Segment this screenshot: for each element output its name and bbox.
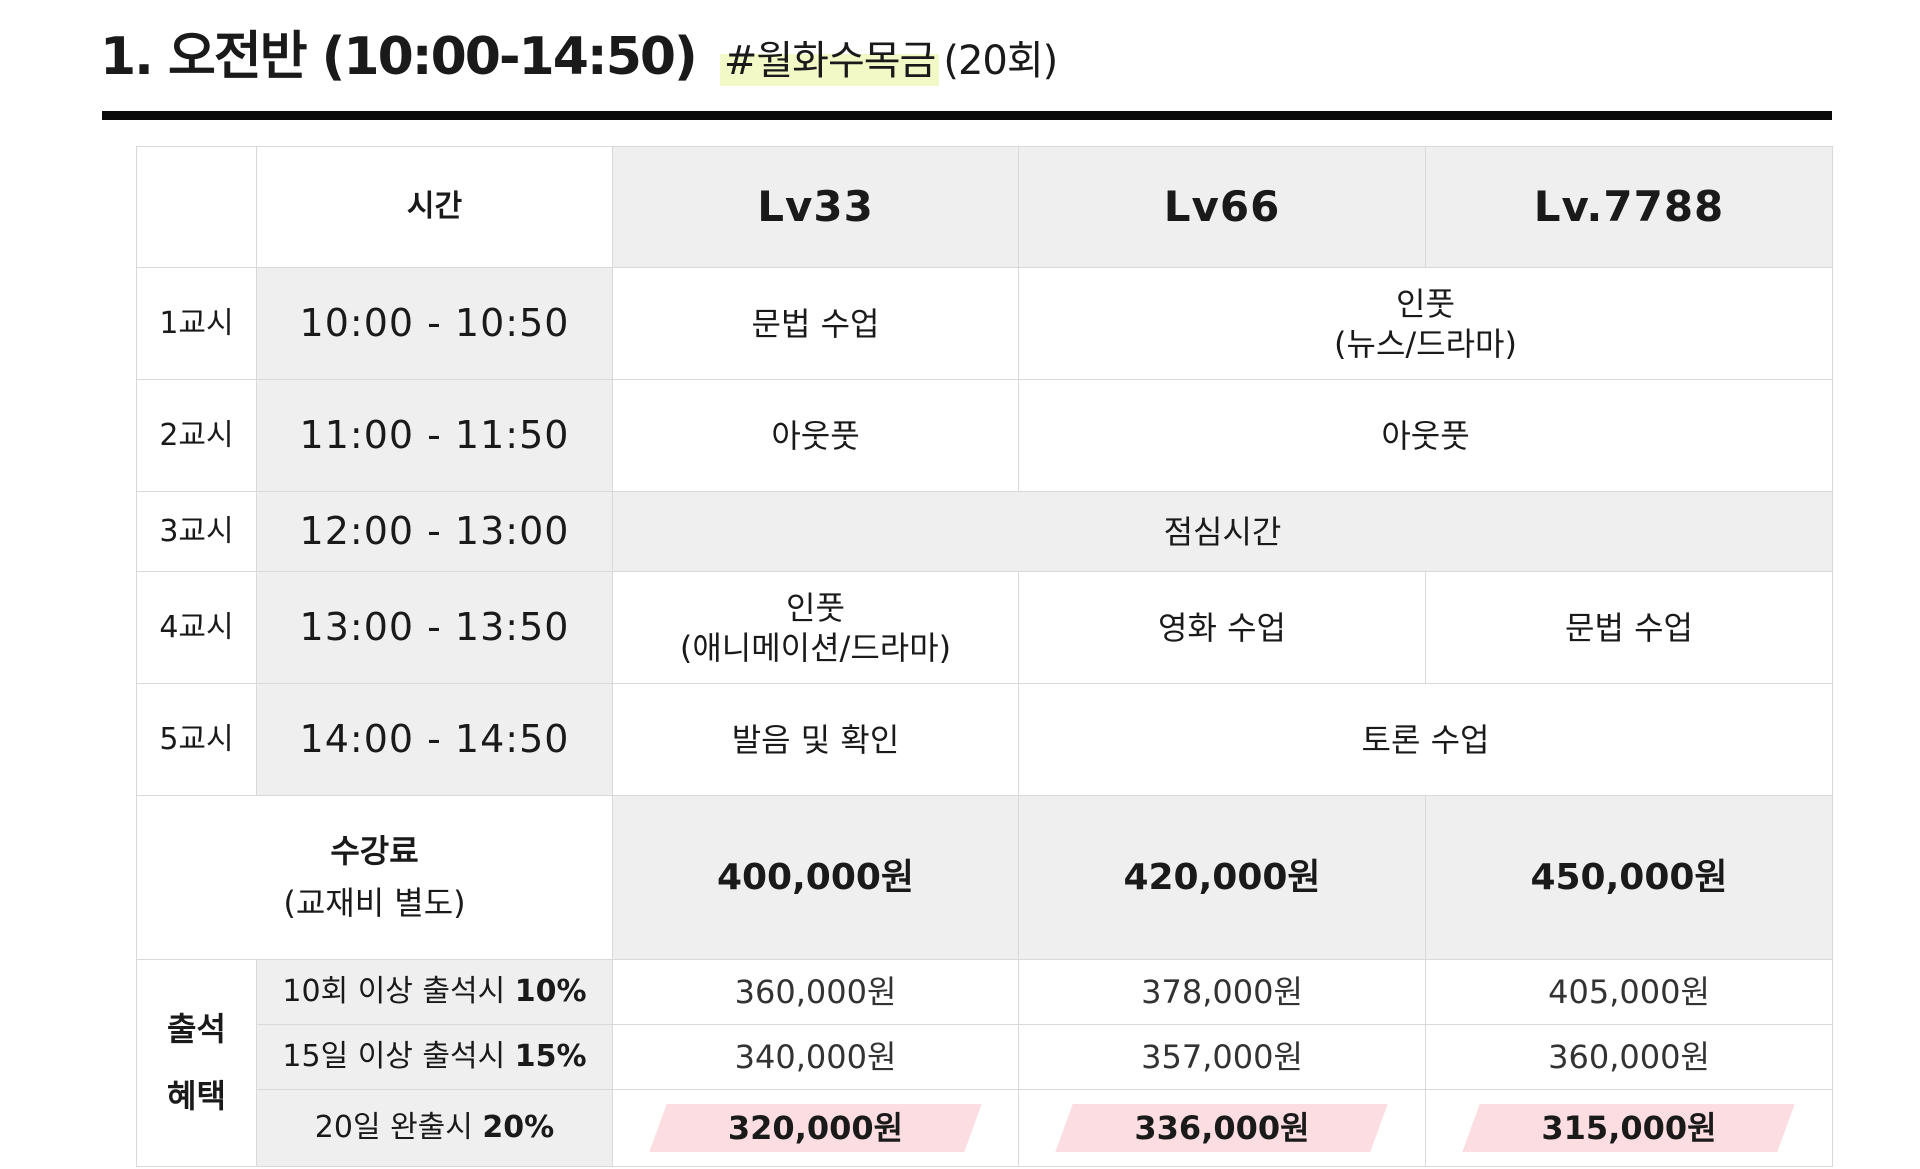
table-header-row: 시간 Lv33 Lv66 Lv.7788 xyxy=(136,146,1833,268)
benefit-label-cell: 출석 혜택 xyxy=(136,959,257,1167)
corner-cell xyxy=(136,146,257,268)
period-label: 4교시 xyxy=(136,571,257,684)
discount-rate: 10% xyxy=(514,974,587,1010)
days-tag: #월화수목금 xyxy=(719,28,940,86)
highlighted-price-text: 315,000원 xyxy=(1541,1109,1717,1147)
page-header: 1. 오전반 (10:00-14:50) #월화수목금 (20회) xyxy=(100,14,1058,89)
level-header-lv33: Lv33 xyxy=(612,146,1019,268)
period-label: 1교시 xyxy=(136,267,257,380)
benefit-condition: 20일 완출시 20% xyxy=(256,1089,613,1167)
title-divider xyxy=(102,111,1832,120)
lunch-cell: 점심시간 xyxy=(612,491,1833,572)
table-row: 3교시 12:00 - 13:00 점심시간 xyxy=(136,491,1833,572)
time-cell: 10:00 - 10:50 xyxy=(256,267,613,380)
level-header-lv7788: Lv.7788 xyxy=(1425,146,1833,268)
benefit-row: 출석 혜택 10회 이상 출석시 10% 360,000원 378,000원 4… xyxy=(136,959,1833,1167)
period-label: 3교시 xyxy=(136,491,257,572)
class-cell: 인풋 (뉴스/드라마) xyxy=(1018,267,1833,380)
class-cell: 인풋 (애니메이션/드라마) xyxy=(612,571,1019,684)
period-label: 2교시 xyxy=(136,379,257,492)
table-row: 2교시 11:00 - 11:50 아웃풋 아웃풋 xyxy=(136,379,1833,492)
period-label: 5교시 xyxy=(136,683,257,796)
fee-value: 400,000원 xyxy=(612,795,1019,960)
benefit-row: 15일 이상 출석시 15% 340,000원 357,000원 360,000… xyxy=(137,1024,1833,1090)
benefit-condition: 10회 이상 출석시 10% xyxy=(256,959,613,1025)
discount-price: 405,000원 xyxy=(1425,959,1833,1025)
class-cell: 발음 및 확인 xyxy=(612,683,1019,796)
fee-value: 450,000원 xyxy=(1425,795,1833,960)
time-column-header: 시간 xyxy=(256,146,613,268)
table-row: 4교시 13:00 - 13:50 인풋 (애니메이션/드라마) 영화 수업 문… xyxy=(136,571,1833,684)
class-cell-line: (뉴스/드라마) xyxy=(1334,324,1517,363)
class-cell: 문법 수업 xyxy=(612,267,1019,380)
class-cell: 아웃풋 xyxy=(1018,379,1833,492)
condition-text: 10회 이상 출석시 xyxy=(282,974,515,1010)
class-cell: 영화 수업 xyxy=(1018,571,1426,684)
fee-value: 420,000원 xyxy=(1018,795,1426,960)
class-cell-line: (애니메이션/드라마) xyxy=(679,628,952,667)
discount-price: 357,000원 xyxy=(1018,1024,1426,1090)
highlighted-price-cell: 336,000원 xyxy=(1018,1089,1426,1167)
highlighted-price-cell: 320,000원 xyxy=(612,1089,1019,1167)
benefit-label-line: 혜택 xyxy=(167,1077,226,1115)
table-row: 1교시 10:00 - 10:50 문법 수업 인풋 (뉴스/드라마) xyxy=(136,267,1833,380)
discount-price: 340,000원 xyxy=(612,1024,1019,1090)
class-cell-line: 인풋 xyxy=(1396,284,1455,323)
fee-row: 수강료 (교재비 별도) 400,000원 420,000원 450,000원 xyxy=(136,795,1833,960)
time-cell: 14:00 - 14:50 xyxy=(256,683,613,796)
highlighted-price: 320,000원 xyxy=(658,1104,973,1152)
discount-rate: 15% xyxy=(514,1039,587,1075)
highlighted-price-cell: 315,000원 xyxy=(1425,1089,1833,1167)
class-cell-line: 인풋 xyxy=(786,588,845,627)
time-cell: 11:00 - 11:50 xyxy=(256,379,613,492)
highlighted-price-text: 336,000원 xyxy=(1134,1109,1310,1147)
benefit-label-line: 출석 xyxy=(167,1009,226,1048)
highlighted-price: 336,000원 xyxy=(1064,1104,1379,1152)
table-row: 5교시 14:00 - 14:50 발음 및 확인 토론 수업 xyxy=(136,683,1833,796)
fee-label-cell: 수강료 (교재비 별도) xyxy=(136,795,613,960)
discount-rate: 20% xyxy=(482,1110,555,1146)
class-cell: 아웃풋 xyxy=(612,379,1019,492)
time-cell: 12:00 - 13:00 xyxy=(256,491,613,572)
discount-price: 378,000원 xyxy=(1018,959,1426,1025)
condition-text: 20일 완출시 xyxy=(314,1110,483,1146)
discount-price: 360,000원 xyxy=(1425,1024,1833,1090)
page-title: 1. 오전반 (10:00-14:50) xyxy=(100,27,698,87)
time-cell: 13:00 - 13:50 xyxy=(256,571,613,684)
discount-price: 360,000원 xyxy=(612,959,1019,1025)
fee-note: (교재비 별도) xyxy=(283,883,466,922)
level-header-lv66: Lv66 xyxy=(1018,146,1426,268)
session-count: (20회) xyxy=(943,38,1058,84)
class-cell: 문법 수업 xyxy=(1425,571,1833,684)
fee-label: 수강료 xyxy=(330,832,419,871)
highlighted-price-text: 320,000원 xyxy=(727,1109,904,1147)
benefit-row: 20일 완출시 20% 320,000원 336,000원 315,000원 xyxy=(137,1089,1833,1167)
schedule-table: 시간 Lv33 Lv66 Lv.7788 1교시 10:00 - 10:50 문… xyxy=(136,146,1833,1167)
class-cell: 토론 수업 xyxy=(1018,683,1833,796)
benefit-condition: 15일 이상 출석시 15% xyxy=(256,1024,613,1090)
highlighted-price: 315,000원 xyxy=(1471,1104,1786,1152)
condition-text: 15일 이상 출석시 xyxy=(282,1039,515,1075)
